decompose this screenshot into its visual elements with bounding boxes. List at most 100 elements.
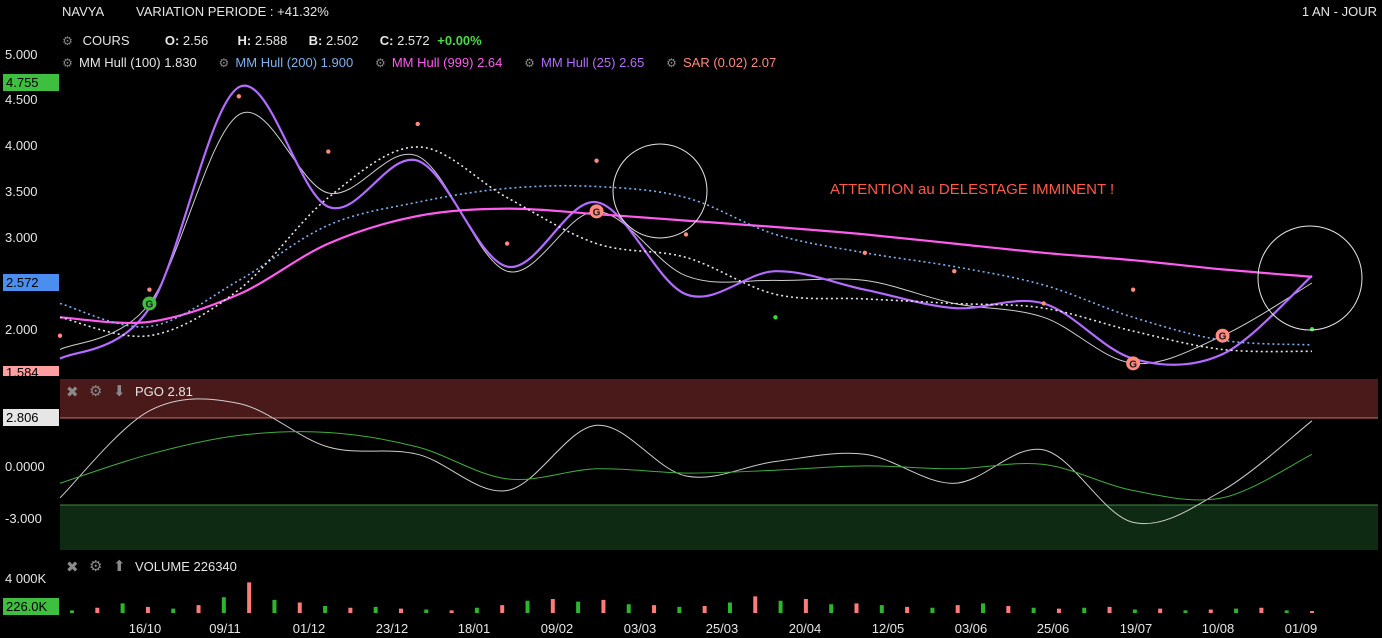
price-tick: 4.000 xyxy=(5,138,38,153)
signal-markers: G G G G xyxy=(142,204,1230,371)
volume-bar xyxy=(1310,611,1314,613)
legend-item-hull200[interactable]: ⚙ MM Hull (200) 1.900 xyxy=(218,55,354,70)
volume-bar xyxy=(474,607,479,613)
volume-bar xyxy=(171,608,176,613)
volume-bar xyxy=(1183,610,1188,613)
gear-icon[interactable]: ⚙ xyxy=(62,34,73,48)
highlight-circle-march xyxy=(612,143,708,239)
volume-bar xyxy=(702,606,707,613)
gear-icon[interactable]: ⚙ xyxy=(218,56,230,70)
gear-icon[interactable]: ⚙ xyxy=(89,383,103,400)
x-tick-label: 20/04 xyxy=(788,621,822,636)
low-label: B: xyxy=(308,33,323,48)
sar-dot xyxy=(504,241,510,246)
series-line-mm-hull-25- xyxy=(59,84,1313,366)
volume-bar xyxy=(930,607,935,613)
x-tick-label: 03/03 xyxy=(623,621,657,636)
volume-last-tag: 226.0K xyxy=(3,598,59,615)
sar-dot xyxy=(1130,287,1136,292)
volume-bar xyxy=(221,597,226,613)
ticker-label: NAVYA xyxy=(62,4,105,19)
pgo-panel xyxy=(59,379,1378,550)
volume-bar xyxy=(398,608,403,613)
gear-icon[interactable]: ⚙ xyxy=(524,56,535,70)
volume-bar xyxy=(500,605,505,613)
gear-icon[interactable]: ⚙ xyxy=(374,56,386,70)
volume-bar xyxy=(854,603,859,613)
open-label: O: xyxy=(164,33,180,48)
legend-item-hull25[interactable]: ⚙ MM Hull (25) 2.65 xyxy=(524,55,645,70)
legend-item-sar[interactable]: ⚙ SAR (0.02) 2.07 xyxy=(666,55,777,70)
legend-item-hull999[interactable]: ⚙ MM Hull (999) 2.64 xyxy=(374,55,503,70)
volume-bar xyxy=(829,604,834,613)
gear-icon[interactable]: ⚙ xyxy=(89,558,103,575)
close-icon[interactable]: ✖ xyxy=(66,559,79,576)
volume-bar xyxy=(1234,608,1239,613)
volume-bar xyxy=(1284,610,1289,613)
volume-bar xyxy=(272,599,277,613)
gear-icon[interactable]: ⚙ xyxy=(62,56,73,70)
sar-dot xyxy=(952,269,957,274)
volume-bar xyxy=(196,605,201,613)
volume-bar xyxy=(95,607,100,613)
gear-icon[interactable]: ⚙ xyxy=(666,56,677,70)
indicator-legend: ⚙ MM Hull (100) 1.830 ⚙ MM Hull (200) 1.90… xyxy=(62,55,776,70)
volume-bar xyxy=(348,607,353,613)
arrow-down-icon[interactable]: ⬇ xyxy=(113,383,126,400)
period-selector[interactable]: 1 AN - JOUR xyxy=(1301,4,1377,19)
signal-marker-label: G xyxy=(146,299,154,310)
volume-tick: 4 000K xyxy=(5,571,47,586)
volume-bar xyxy=(1082,607,1087,613)
volume-bar xyxy=(525,600,530,613)
volume-bar xyxy=(778,600,783,613)
volume-bar xyxy=(449,610,454,613)
x-tick-label: 10/08 xyxy=(1201,621,1235,636)
x-tick-label: 01/12 xyxy=(292,621,326,636)
pgo-overbought-zone xyxy=(60,379,1378,418)
volume-bar xyxy=(677,606,682,613)
ohlc-row: ⚙ COURS O: 2.56 H: 2.588 B: 2.502 C: 2.5… xyxy=(62,33,482,48)
legend-item-hull100[interactable]: ⚙ MM Hull (100) 1.830 xyxy=(62,55,197,70)
volume-bar xyxy=(601,599,606,613)
pgo-line-signal xyxy=(59,431,1313,501)
volume-bars-group xyxy=(70,582,1314,613)
x-tick-label: 03/06 xyxy=(954,621,988,636)
series-line-cours xyxy=(59,111,1313,365)
volume-bar xyxy=(652,605,657,613)
price-tick: 3.500 xyxy=(5,184,38,199)
volume-bar xyxy=(145,606,150,613)
close-label: C: xyxy=(379,33,394,48)
sar-dot xyxy=(773,315,778,320)
volume-bar xyxy=(1132,609,1137,613)
x-tick-label: 25/06 xyxy=(1036,621,1070,636)
x-tick-label: 12/05 xyxy=(871,621,905,636)
series-line-mm-hull-999- xyxy=(59,207,1313,325)
price-tick: 4.500 xyxy=(5,92,38,107)
x-tick-label: 25/03 xyxy=(705,621,739,636)
sar-dot xyxy=(415,121,420,127)
arrow-up-icon[interactable]: ⬆ xyxy=(113,558,126,575)
volume-bar xyxy=(576,601,581,613)
volume-bar xyxy=(905,606,910,613)
signal-marker-label: G xyxy=(1129,359,1137,370)
signal-marker xyxy=(1215,328,1230,343)
high-value: 2.588 xyxy=(254,33,288,48)
cours-label: COURS xyxy=(82,33,130,48)
volume-title: VOLUME 226340 xyxy=(135,559,237,574)
x-tick-label: 16/10 xyxy=(128,621,162,636)
volume-bar xyxy=(297,602,302,613)
price-tick: 2.000 xyxy=(5,322,38,337)
price-panel: G G G G xyxy=(57,84,1363,371)
sar-dot xyxy=(326,149,331,154)
signal-marker xyxy=(589,204,604,219)
sar-dot xyxy=(147,287,152,292)
high-label: H: xyxy=(237,33,252,48)
volume-bar xyxy=(550,599,555,613)
price-tick: 5.000 xyxy=(5,47,38,62)
pgo-tick: -3.000 xyxy=(5,511,42,526)
pgo-oversold-zone xyxy=(60,505,1378,550)
close-icon[interactable]: ✖ xyxy=(66,384,79,401)
volume-bar xyxy=(424,609,429,613)
series-line-mm-hull-200- xyxy=(59,184,1313,346)
price-series-group xyxy=(57,84,1315,366)
